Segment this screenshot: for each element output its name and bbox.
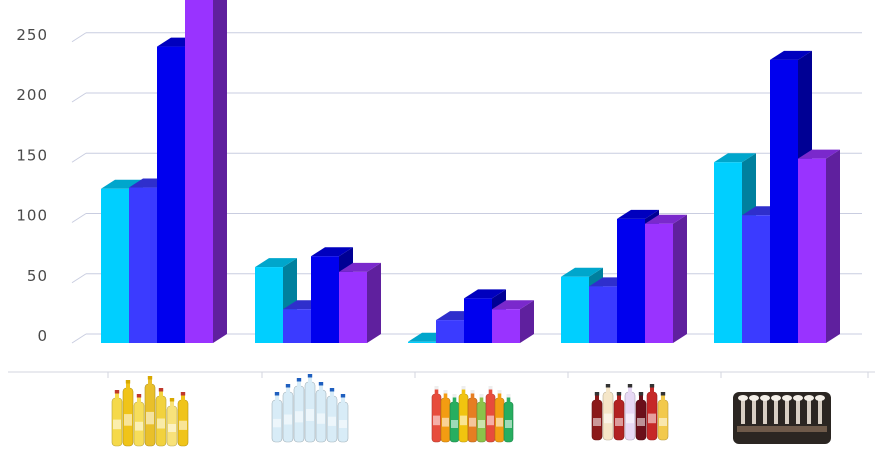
bar-side-face	[213, 0, 227, 343]
bar-top-face	[617, 209, 659, 219]
category-images	[111, 374, 831, 447]
bottle	[155, 388, 167, 447]
bar-side-face	[367, 262, 381, 343]
bar-front-face	[464, 298, 492, 343]
bottle	[293, 378, 305, 443]
oil-bottles-icon	[111, 376, 189, 447]
bottle	[315, 382, 327, 443]
bars	[101, 0, 840, 343]
bar-top-face	[798, 149, 840, 159]
juice-bottles-icon	[431, 386, 514, 443]
bottle	[304, 374, 316, 443]
bar-top-face	[339, 262, 381, 272]
bar	[339, 262, 381, 343]
bar	[492, 300, 534, 343]
bar-front-face	[255, 267, 283, 343]
bottle	[657, 392, 669, 441]
gridline-depth	[71, 273, 87, 284]
bar-top-face	[255, 258, 297, 268]
bar-group	[408, 289, 534, 343]
gridline-depth	[71, 32, 87, 43]
bar	[185, 0, 227, 343]
x-axis	[8, 371, 875, 378]
bottle	[602, 384, 614, 441]
bar-front-face	[283, 309, 311, 343]
bar-front-face	[617, 218, 645, 343]
bar-front-face	[742, 215, 770, 343]
bar	[714, 153, 756, 343]
bar-front-face	[492, 309, 520, 343]
bottle	[133, 394, 145, 447]
bottle	[635, 392, 647, 441]
bottle	[494, 390, 505, 443]
bottle	[646, 384, 658, 441]
bottle	[282, 384, 294, 443]
bar-side-face	[826, 149, 840, 343]
y-tick-label: 0	[37, 327, 48, 345]
bar-top-face	[561, 267, 603, 277]
bar-group	[561, 209, 687, 343]
bar-top-face	[464, 289, 506, 299]
bottle	[624, 384, 636, 441]
y-tick-label: 150	[16, 146, 48, 164]
bar-front-face	[798, 158, 826, 343]
bottle	[111, 390, 123, 447]
water-bottles-icon	[271, 374, 349, 443]
bar-group	[255, 247, 381, 343]
bar-top-face	[645, 214, 687, 224]
bar-front-face	[129, 187, 157, 343]
bottle	[485, 386, 496, 443]
bottle	[591, 392, 603, 441]
bar	[645, 214, 687, 343]
bar-front-face	[311, 256, 339, 343]
bottle	[440, 390, 451, 443]
bar-front-face	[339, 271, 367, 343]
bottle	[177, 392, 189, 447]
gridline-depth	[71, 152, 87, 163]
bar-front-face	[101, 188, 129, 343]
bar-front-face	[645, 223, 673, 343]
gridline-depth	[71, 213, 87, 223]
bottle	[476, 394, 487, 443]
bar-top-face	[770, 50, 812, 60]
y-tick-label: 200	[16, 86, 48, 104]
bar-top-face	[714, 153, 756, 163]
bar-front-face	[185, 0, 213, 343]
bottle	[326, 388, 338, 443]
bottle	[337, 394, 349, 443]
bottle	[431, 386, 442, 443]
bar-top-face	[492, 300, 534, 310]
bar-front-face	[408, 341, 436, 343]
y-tick-label: 50	[27, 267, 48, 285]
bar-front-face	[436, 320, 464, 343]
bar-top-face	[311, 247, 353, 257]
y-tick-label: 100	[16, 207, 48, 225]
bottle	[271, 392, 283, 443]
bar-front-face	[561, 276, 589, 343]
bar-front-face	[157, 46, 185, 343]
bar-group	[714, 50, 840, 343]
bottle	[503, 394, 514, 443]
bottle	[166, 398, 178, 447]
bottle	[449, 394, 460, 443]
bar-front-face	[770, 59, 798, 343]
bar	[798, 149, 840, 343]
soft-drink-bottles-icon	[591, 384, 669, 441]
bottle	[144, 376, 156, 447]
bar-side-face	[520, 300, 534, 343]
y-tick-label: 250	[16, 26, 48, 44]
bar-side-face	[673, 214, 687, 343]
bottle	[122, 380, 134, 447]
bar-front-face	[714, 162, 742, 343]
bottle	[467, 390, 478, 443]
bottling-line-icon	[733, 392, 831, 444]
bottle	[458, 386, 469, 443]
gridline-depth	[71, 333, 87, 344]
gridline-depth	[71, 92, 87, 103]
bar-group	[101, 0, 227, 343]
bottle	[613, 392, 625, 441]
y-axis: 0 50 100 150 200 250	[16, 26, 48, 345]
bar-front-face	[589, 286, 617, 343]
